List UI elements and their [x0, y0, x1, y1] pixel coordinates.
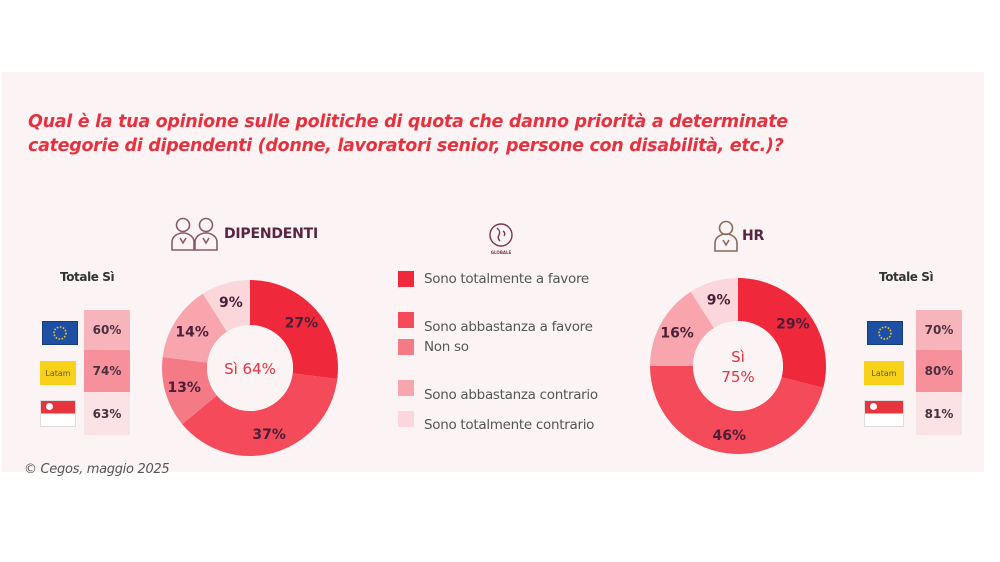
- totale-si-left: Totale Sì: [60, 270, 115, 284]
- value-cell-eu: 60%: [84, 310, 130, 350]
- donut-segment: [650, 291, 714, 366]
- dipendenti-header: DIPENDENTI: [170, 216, 318, 252]
- donut-segment: [738, 278, 826, 388]
- value-cell-sg: 81%: [916, 392, 962, 435]
- donut-data-label: 27%: [285, 316, 319, 332]
- legend-item: Sono totalmente contrario: [398, 405, 594, 433]
- legend-item: Sono abbastanza a favore: [398, 305, 593, 335]
- value-cell-latam: 80%: [916, 350, 962, 392]
- value-cell-eu: 70%: [916, 310, 962, 350]
- legend-swatch: [398, 380, 414, 396]
- donut-data-label: 37%: [252, 427, 286, 443]
- donut-data-label: 16%: [660, 326, 694, 342]
- donut-hole: [207, 325, 293, 411]
- legend-item: Sono totalmente a favore: [398, 271, 589, 287]
- donut-segment: [202, 280, 250, 332]
- value-cell-latam: 74%: [84, 350, 130, 392]
- donut-data-label: 9%: [707, 292, 731, 308]
- donut-hole: [693, 321, 783, 411]
- question-title-line: categorie di dipendenti (donne, lavorato…: [28, 136, 784, 156]
- eu-stars-icon: [878, 326, 892, 340]
- totale-si-right: Totale Sì: [879, 270, 934, 284]
- crescent-icon: [46, 403, 53, 410]
- eu-flag: [867, 321, 903, 345]
- dipendenti-donut-chart: 27% 37% 13% 14% 9% Sì 64%: [162, 280, 338, 456]
- donut-segment: [182, 373, 338, 456]
- legend-label: Sono abbastanza contrario: [424, 387, 598, 403]
- donut-center-label: Sì 64%: [224, 360, 276, 378]
- legend-swatch: [398, 411, 414, 427]
- donut-segment: [162, 293, 227, 363]
- globe-icon: [489, 223, 513, 247]
- legend-label: Non so: [424, 339, 469, 355]
- legend-label: Sono totalmente contrario: [424, 417, 595, 433]
- crescent-icon: [870, 403, 877, 410]
- globale-label: GLOBALE: [490, 250, 512, 255]
- copyright-footer: © Cegos, maggio 2025: [24, 462, 170, 477]
- legend-swatch: [398, 312, 414, 328]
- question-title-line: Qual è la tua opinione sulle politiche d…: [28, 112, 788, 132]
- hr-donut-chart: 29% 46% 16% 9% Sì 75%: [650, 278, 826, 454]
- hr-label: HR: [742, 228, 765, 244]
- donut-data-label: 9%: [219, 295, 243, 311]
- singapore-flag: [40, 400, 76, 427]
- dipendenti-label: DIPENDENTI: [224, 226, 319, 242]
- latam-flag: Latam: [864, 361, 904, 385]
- donut-center-label: Sì: [731, 348, 745, 366]
- donut-segment: [250, 280, 338, 380]
- latam-flag-label: Latam: [871, 368, 897, 378]
- two-people-icon: [171, 217, 218, 251]
- donut-segment: [162, 356, 217, 425]
- donut-data-label: 29%: [776, 316, 810, 332]
- legend-swatch: [398, 339, 414, 355]
- latam-flag-label: Latam: [45, 368, 71, 378]
- legend-label: Sono totalmente a favore: [424, 271, 589, 287]
- globale-badge: GLOBALE: [483, 222, 519, 255]
- eu-flag: [42, 321, 78, 345]
- legend-label: Sono abbastanza a favore: [424, 319, 593, 335]
- donut-data-label: 14%: [175, 324, 209, 340]
- infographic-panel: [2, 72, 984, 472]
- eu-stars-icon: [53, 326, 67, 340]
- legend-item: Sono abbastanza contrario: [398, 373, 598, 403]
- singapore-flag: [864, 400, 904, 427]
- person-icon: [714, 220, 738, 252]
- question-title: Qual è la tua opinione sulle politiche d…: [28, 110, 848, 158]
- legend-swatch: [398, 271, 414, 287]
- value-cell-sg: 63%: [84, 392, 130, 435]
- donut-segment: [690, 278, 738, 329]
- donut-center-label: 75%: [721, 368, 754, 386]
- donut-segment: [650, 366, 824, 454]
- legend-item: Non so: [398, 339, 469, 355]
- hr-header: HR: [714, 220, 764, 252]
- donut-data-label: 46%: [713, 428, 747, 444]
- latam-flag: Latam: [40, 361, 76, 385]
- donut-data-label: 13%: [167, 380, 201, 396]
